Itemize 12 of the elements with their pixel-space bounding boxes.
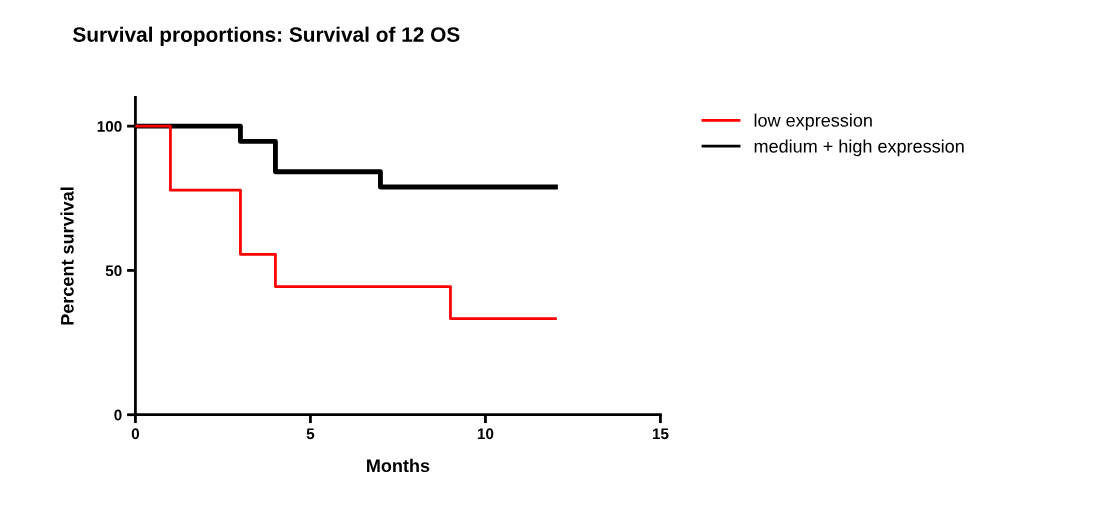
- x-tick-label: 5: [306, 428, 315, 440]
- legend-label: low expression: [754, 113, 872, 131]
- y-tick-label: 50: [105, 265, 122, 277]
- y-tick-label: 100: [97, 121, 122, 132]
- x-tick-label: 15: [652, 428, 669, 440]
- x-axis-title: Months: [367, 458, 430, 473]
- chart-title: Survival proportions: Survival of 12 OS: [73, 26, 460, 47]
- x-tick-label: 0: [131, 428, 140, 440]
- x-tick-label: 10: [477, 428, 494, 440]
- legend-label: medium + high expression: [754, 139, 964, 157]
- y-axis-title: Percent survival: [60, 187, 74, 325]
- y-tick-label: 0: [114, 409, 122, 421]
